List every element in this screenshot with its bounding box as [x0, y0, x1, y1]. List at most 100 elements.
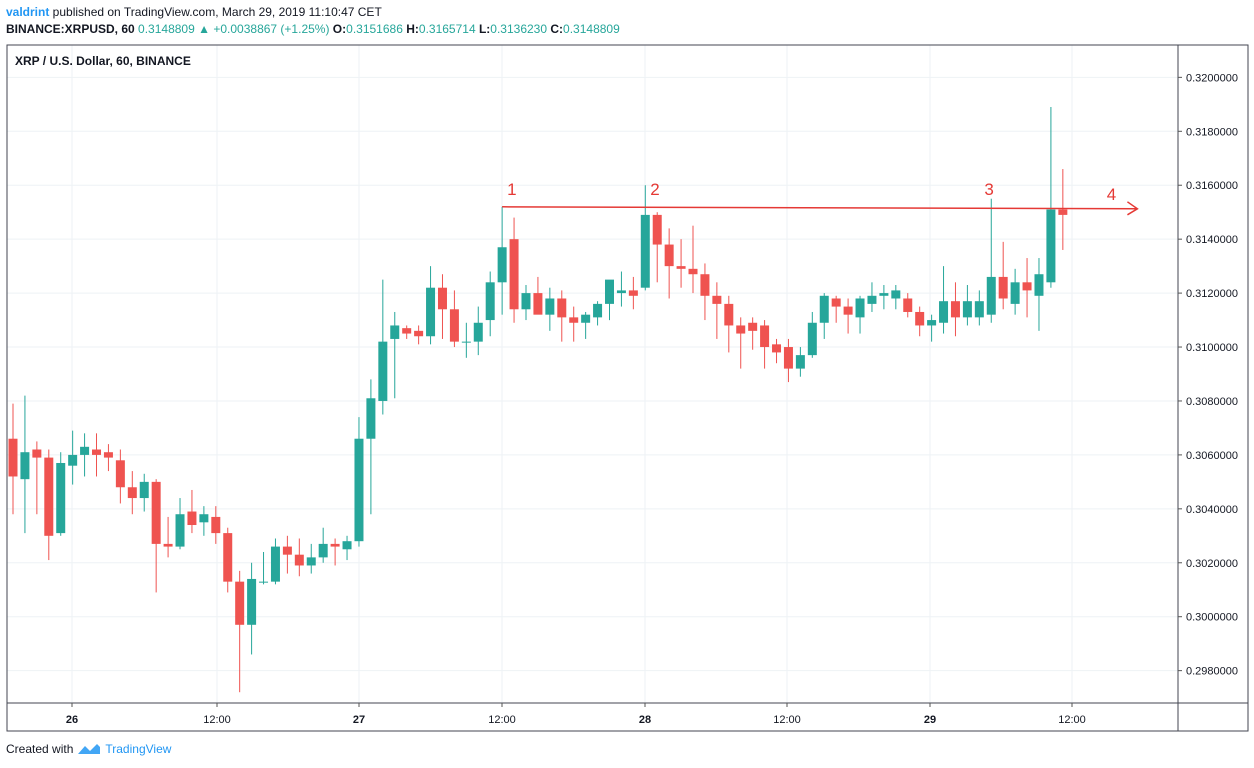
open-value: 0.3151686 — [346, 22, 403, 36]
candle-body — [497, 247, 507, 283]
candle-body — [44, 457, 54, 536]
x-tick-label: 26 — [66, 714, 78, 726]
candle-body — [199, 514, 209, 523]
candle-body — [175, 514, 185, 547]
candle-body — [712, 295, 722, 304]
y-tick-label: 0.3000000 — [1186, 612, 1238, 624]
candle-body — [700, 274, 710, 296]
candle-body — [426, 287, 436, 337]
chart-title: XRP / U.S. Dollar, 60, BINANCE — [15, 54, 191, 68]
high-value: 0.3165714 — [418, 22, 476, 36]
y-tick-label: 0.3160000 — [1186, 180, 1238, 192]
candle-body — [509, 239, 519, 310]
x-tick-label: 12:00 — [203, 714, 231, 726]
y-tick-label: 0.3080000 — [1186, 396, 1238, 408]
candle-body — [1058, 209, 1068, 215]
y-tick-label: 0.3180000 — [1186, 126, 1238, 138]
candle-body — [223, 533, 233, 582]
author-name[interactable]: valdrint — [6, 5, 50, 19]
candle-body — [473, 322, 483, 342]
candle-body — [330, 543, 340, 547]
candle-body — [115, 460, 125, 488]
y-tick-label: 0.3140000 — [1186, 234, 1238, 246]
candle-body — [688, 268, 698, 275]
high-label: H: — [406, 22, 419, 36]
candle-body — [783, 347, 793, 369]
candle-body — [760, 325, 770, 348]
candle-body — [318, 543, 328, 558]
publish-info: valdrint published on TradingView.com, M… — [6, 5, 382, 19]
x-tick-label: 29 — [924, 714, 936, 726]
candle-body — [402, 328, 412, 334]
candle-body — [139, 481, 149, 499]
candle-body — [521, 293, 531, 310]
price-change: +0.0038867 (+1.25%) — [213, 22, 330, 36]
candle-body — [354, 438, 364, 542]
y-tick-label: 0.3040000 — [1186, 504, 1238, 516]
candle-body — [998, 276, 1008, 299]
candle-body — [807, 322, 817, 356]
arrow-head-icon — [1126, 201, 1139, 216]
close-value: 0.3148809 — [563, 22, 620, 36]
candle-body — [127, 487, 137, 499]
candle-body — [879, 293, 889, 296]
candle-body — [724, 303, 734, 326]
x-tick-label: 27 — [353, 714, 365, 726]
y-tick-label: 0.3060000 — [1186, 450, 1238, 462]
candle-body — [962, 301, 972, 318]
touch-label: 2 — [650, 180, 659, 199]
price-axis[interactable]: 0.3200000 0.3180000 0.3160000 0.3140000 0.31… — [1178, 72, 1238, 678]
touch-label: 3 — [984, 180, 993, 199]
candle-body — [449, 309, 459, 342]
candle-body — [306, 557, 316, 566]
y-tick-label: 0.3200000 — [1186, 72, 1238, 84]
candle-body — [593, 303, 603, 318]
candle-body — [939, 301, 949, 323]
symbol-label: BINANCE:XRPUSD, 60 — [6, 22, 135, 36]
candle-body — [664, 244, 674, 267]
candle-body — [605, 279, 614, 304]
candle-body — [1022, 282, 1032, 291]
candle-body — [485, 282, 495, 321]
candle-body — [259, 581, 269, 583]
footer: Created with TradingView — [6, 742, 171, 756]
candle-body — [342, 541, 352, 550]
candle-body — [616, 290, 626, 294]
candle-body — [187, 511, 197, 526]
last-price: 0.3148809 — [138, 22, 195, 36]
candle-body — [855, 298, 865, 318]
candle-body — [414, 330, 424, 337]
candle-body — [8, 438, 18, 477]
time-axis[interactable]: 26 12:00 27 12:00 28 12:00 29 12:00 — [66, 703, 1086, 726]
created-with-text: Created with — [6, 742, 74, 756]
candle-body — [640, 214, 650, 288]
y-tick-label: 0.2980000 — [1186, 666, 1238, 678]
candle-body — [211, 516, 221, 534]
candle-body — [1046, 209, 1056, 283]
touch-label: 1 — [507, 180, 516, 199]
candle-body — [974, 301, 984, 318]
candle-body — [628, 290, 638, 296]
candle-body — [545, 298, 555, 315]
candle-body — [270, 546, 280, 582]
candle-body — [80, 446, 90, 455]
candle-body — [676, 266, 686, 269]
candle-body — [151, 481, 161, 544]
published-text: published on TradingView.com, March 29, … — [49, 5, 382, 19]
candle-body — [20, 452, 30, 480]
brand-name[interactable]: TradingView — [105, 742, 172, 756]
candle-body — [103, 452, 113, 458]
candle-body — [92, 449, 102, 455]
candle-body — [1010, 282, 1020, 304]
chart-frame — [6, 44, 1249, 732]
candle-body — [867, 295, 877, 304]
candle-body — [891, 290, 901, 299]
candle-body — [986, 276, 996, 315]
candle-body — [831, 298, 841, 307]
low-value: 0.3136230 — [490, 22, 548, 36]
candle-body — [557, 298, 567, 318]
candle-body — [819, 295, 829, 323]
candle-body — [736, 325, 746, 334]
candle-body — [903, 298, 913, 312]
